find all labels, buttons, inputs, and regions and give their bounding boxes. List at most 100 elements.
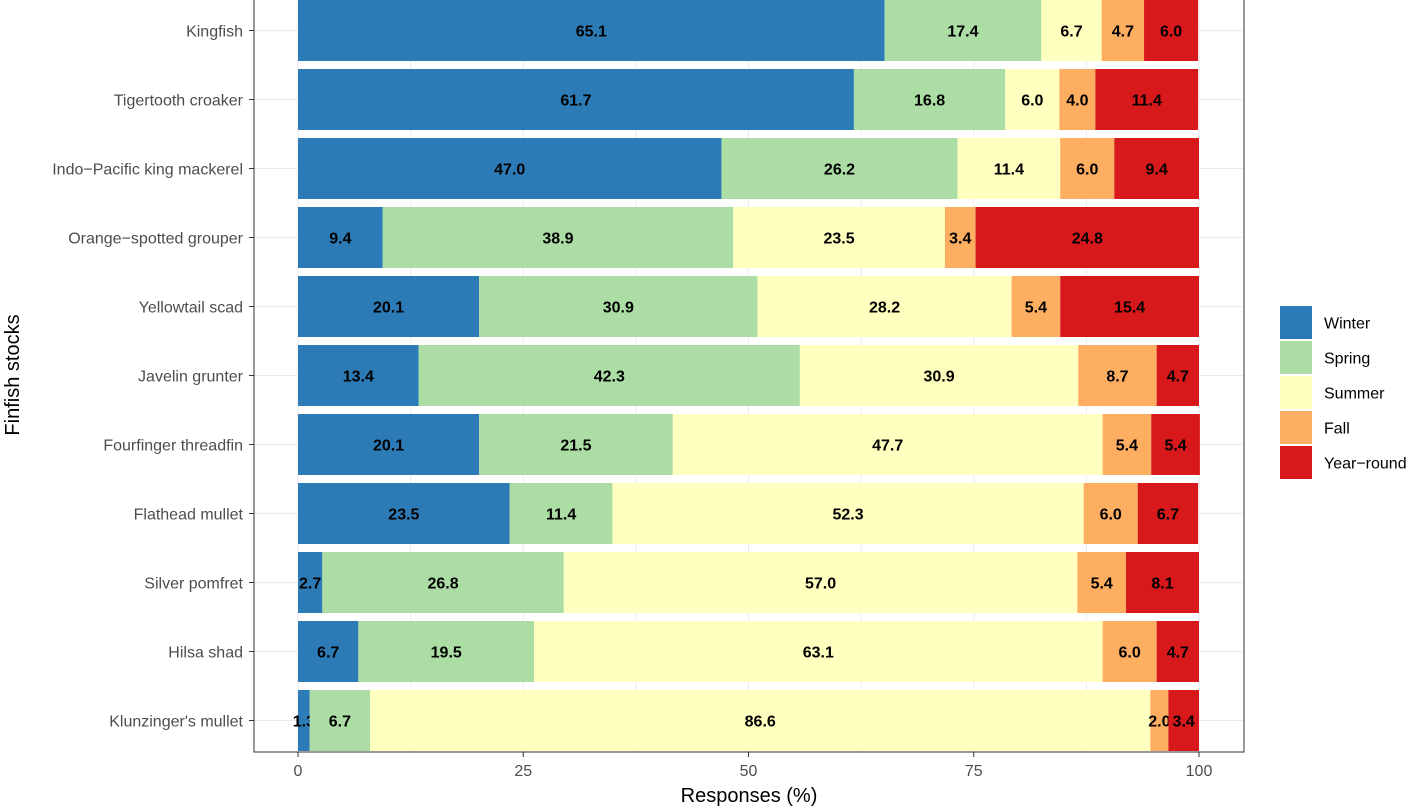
x-tick-label: 0 <box>294 763 303 780</box>
legend-label: Spring <box>1324 351 1370 368</box>
y-tick-label: Silver pomfret <box>144 576 243 593</box>
bar-value-label: 6.0 <box>1076 162 1098 179</box>
bar-value-label: 17.4 <box>947 24 978 41</box>
bar-value-label: 21.5 <box>560 438 591 455</box>
bar-segment <box>1102 414 1152 475</box>
bar-segment <box>298 207 383 268</box>
bar-value-label: 61.7 <box>560 93 591 110</box>
bar-segment <box>1005 69 1060 130</box>
bar-value-label: 52.3 <box>832 507 863 524</box>
legend-label: Summer <box>1324 386 1385 403</box>
legend-swatch <box>1280 341 1312 374</box>
y-axis: Kingfish Tigertooth croaker Indo−Pacific k… <box>52 24 254 731</box>
bar-segment <box>1078 345 1157 406</box>
x-tick-label: 50 <box>740 763 758 780</box>
bar-value-label: 3.4 <box>949 231 971 248</box>
bar-segment <box>1151 414 1200 475</box>
bar-segment <box>479 276 758 337</box>
y-tick-label: Orange−spotted grouper <box>68 231 243 248</box>
bar-segment <box>298 0 885 61</box>
bar-segment <box>944 207 976 268</box>
bar-value-label: 6.7 <box>317 645 339 662</box>
bar-value-label: 4.7 <box>1167 369 1189 386</box>
bar-value-label: 1.3 <box>293 714 315 731</box>
bar-value-label: 6.7 <box>1157 507 1179 524</box>
bar-segment <box>298 621 359 682</box>
bar-segment <box>1060 276 1199 337</box>
y-tick-label: Javelin grunter <box>138 369 244 386</box>
bar-segment <box>382 207 734 268</box>
y-tick-label: Hilsa shad <box>168 645 243 662</box>
bar-segment <box>975 207 1199 268</box>
bar-value-label: 5.4 <box>1116 438 1138 455</box>
bar-segment <box>799 345 1079 406</box>
bar-value-label: 23.5 <box>388 507 419 524</box>
legend: Winter Spring Summer Fall Year−round <box>1280 306 1407 479</box>
legend-label: Fall <box>1324 421 1350 438</box>
x-tick-label: 100 <box>1186 763 1213 780</box>
bar-value-label: 11.4 <box>1132 93 1162 110</box>
bar-value-label: 13.4 <box>343 369 374 386</box>
bar-segment <box>298 138 722 199</box>
bar-segment <box>322 552 564 613</box>
bar-value-label: 16.8 <box>914 93 945 110</box>
bar-segment <box>1126 552 1199 613</box>
bar-value-label: 47.7 <box>872 438 903 455</box>
bar-value-label: 15.4 <box>1114 300 1145 317</box>
bar-value-label: 6.7 <box>1060 24 1082 41</box>
bar-value-label: 26.2 <box>824 162 855 179</box>
bar-value-label: 6.0 <box>1100 507 1122 524</box>
bar-segment <box>733 207 945 268</box>
bar-value-label: 6.0 <box>1118 645 1140 662</box>
legend-swatch <box>1280 306 1312 339</box>
bar-segment <box>370 690 1151 751</box>
bar-value-label: 20.1 <box>373 438 404 455</box>
bar-segment <box>1077 552 1127 613</box>
bar-segment <box>884 0 1042 61</box>
bar-value-label: 8.1 <box>1151 576 1173 593</box>
bar-segment <box>1059 69 1096 130</box>
bar-value-label: 28.2 <box>869 300 900 317</box>
bar-value-label: 19.5 <box>431 645 462 662</box>
bar-segment <box>672 414 1103 475</box>
bar-segment <box>298 276 480 337</box>
y-tick-label: Tigertooth croaker <box>114 93 244 110</box>
bar-segment <box>358 621 535 682</box>
bar-value-label: 4.0 <box>1066 93 1088 110</box>
bar-value-label: 3.4 <box>1173 714 1195 731</box>
bar-value-label: 4.7 <box>1167 645 1189 662</box>
x-axis: 0 25 50 75 100 <box>294 752 1213 780</box>
y-tick-label: Fourfinger threadfin <box>103 438 243 455</box>
bar-value-label: 11.4 <box>994 162 1024 179</box>
bar-value-label: 5.4 <box>1091 576 1113 593</box>
x-tick-label: 75 <box>965 763 983 780</box>
bar-segment <box>1156 345 1199 406</box>
bar-value-label: 9.4 <box>329 231 351 248</box>
y-tick-label: Yellowtail scad <box>139 300 243 317</box>
bar-segment <box>1156 621 1199 682</box>
bar-segment <box>509 483 613 544</box>
bar-segment <box>757 276 1012 337</box>
bar-value-label: 42.3 <box>594 369 625 386</box>
bar-value-label: 8.7 <box>1106 369 1128 386</box>
legend-swatch <box>1280 376 1312 409</box>
bar-segment <box>1102 621 1157 682</box>
bar-value-label: 9.4 <box>1146 162 1168 179</box>
bar-segment <box>309 690 371 751</box>
bar-segment <box>479 414 673 475</box>
bar-value-label: 11.4 <box>546 507 576 524</box>
bar-segment <box>418 345 800 406</box>
bar-segment <box>721 138 958 199</box>
bar-segment <box>563 552 1078 613</box>
bar-segment <box>298 414 480 475</box>
y-tick-label: Flathead mullet <box>134 507 244 524</box>
bar-value-label: 2.7 <box>299 576 321 593</box>
bar-segment <box>1011 276 1061 337</box>
y-tick-label: Indo−Pacific king mackerel <box>52 162 243 179</box>
x-axis-title: Responses (%) <box>681 785 818 807</box>
legend-label: Winter <box>1324 316 1371 333</box>
bar-value-label: 86.6 <box>745 714 776 731</box>
bar-value-label: 38.9 <box>542 231 573 248</box>
bar-segment <box>612 483 1084 544</box>
